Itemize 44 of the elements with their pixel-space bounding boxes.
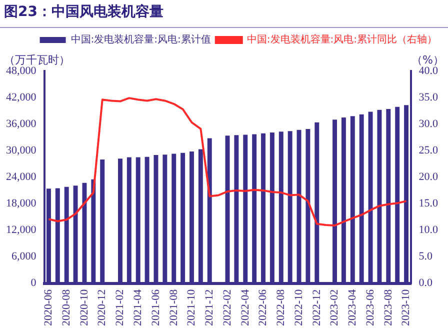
x-tick-label: 2020-08 [60,288,72,326]
x-tick-label: 2020-06 [42,288,55,326]
y2-tick-label: 35.0 [418,91,438,104]
x-tick-label: 2023-06 [364,288,376,326]
y2-tick-label: 20.0 [418,171,438,184]
y2-axis-title: （%） [412,53,444,66]
y-tick-label: 48,000 [6,64,37,77]
x-tick-label: 2022-04 [239,288,252,326]
x-tick-label: 2021-08 [168,288,180,326]
x-tick-label: 2021-06 [150,288,162,326]
x-tick-label: 2021-04 [132,288,144,326]
x-tick-label: 2022-06 [257,288,270,326]
x-tick-label: 2023-02 [328,289,341,326]
legend-label: 中国:发电装机容量:风电:累计值 [70,34,211,46]
x-tick-label: 2021-12 [204,289,216,326]
y2-tick-label: 30.0 [418,118,438,130]
x-tick-label: 2023-10 [400,288,412,326]
y-axis-title: （万千瓦时） [4,53,70,66]
x-tick-label: 2022-12 [310,289,323,326]
x-tick-label: 2022-08 [275,288,288,326]
y-tick-label: 42,000 [6,91,37,104]
x-tick-label: 2021-02 [114,289,126,326]
y-tick-label: 30,000 [6,144,37,157]
y-tick-label: 36,000 [6,118,37,130]
x-tick-label: 2020-10 [78,288,90,326]
y2-tick-label: 5.0 [418,250,433,263]
y2-tick-label: 0.0 [418,277,433,290]
y-tick-label: 12,000 [6,224,37,236]
x-tick-label: 2023-04 [346,288,359,326]
x-tick-label: 2023-08 [382,288,394,326]
x-tick-label: 2021-10 [186,288,198,326]
x-tick-label: 2022-10 [292,288,305,326]
y2-tick-label: 15.0 [418,198,438,210]
y2-tick-label: 40.0 [418,64,438,77]
x-tick-label: 2020-12 [96,289,108,326]
legend-label: 中国:发电装机容量:风电:累计同比（右轴） [246,34,437,46]
y-tick-label: 24,000 [6,171,37,184]
y2-tick-label: 25.0 [418,144,438,157]
y-tick-label: 18,000 [6,198,37,210]
y-tick-label: 0 [30,277,37,290]
chart-title: 图23：中国风电装机容量 [4,3,164,21]
x-tick-label: 2022-02 [221,289,234,326]
y2-tick-label: 10.0 [418,224,438,236]
y-tick-label: 6,000 [12,250,37,263]
